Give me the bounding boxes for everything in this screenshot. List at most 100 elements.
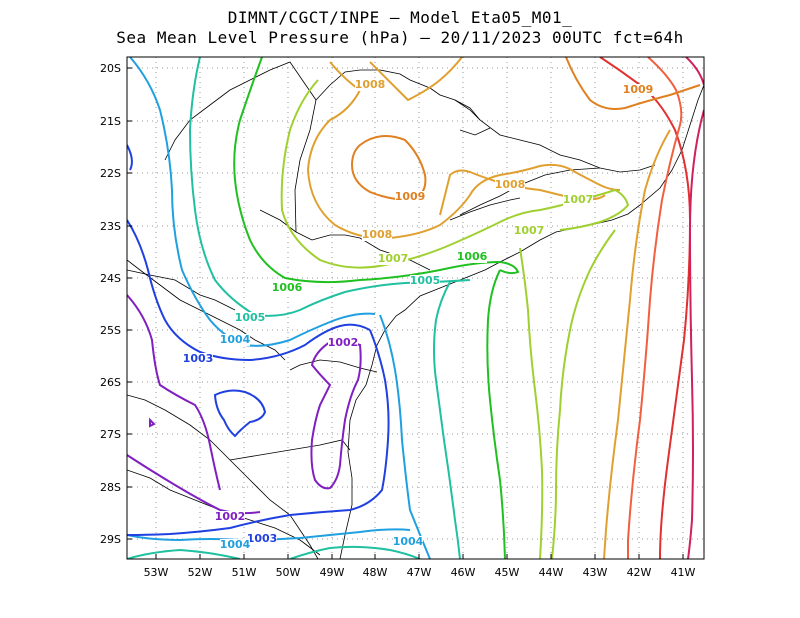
isobar-1008-north [369,57,463,102]
isobar-1009-ne [565,57,701,110]
border-argentina [127,394,319,559]
lat-tick-label: 22S [100,167,121,180]
lat-tick-label: 24S [100,272,121,285]
isobar-1002-b [310,340,362,490]
lon-tick-label: 48W [363,566,388,579]
contour-label-bg [220,539,250,551]
lat-tick-label: 21S [100,115,121,128]
contour-label: 1002 [215,510,246,523]
contour-label-bg [410,275,440,287]
contour-label-bg [215,511,245,523]
longitude-axis: 53W 52W 51W 50W 49W 48W 47W 46W 45W 44W 43W 42W 41W [144,554,696,579]
contour-label: 1008 [355,78,386,91]
contour-label: 1006 [272,281,303,294]
contour-label: 1004 [220,333,251,346]
contour-label-bg [378,253,408,265]
contour-label-bg [395,191,425,203]
islands-rj [454,99,491,136]
isobar-1003-west [127,144,133,171]
isobar-1009-east [599,57,692,559]
contour-label-bg [393,536,423,548]
isobar-1005-b [433,281,461,559]
latitude-axis: 20S 21S 22S 23S 24S 25S 26S 27S 28S 29S [100,62,132,546]
contour-label-bg [235,312,265,324]
coastline [339,84,704,559]
isobar-1007-b [551,229,616,559]
contour-label-bg [514,225,544,237]
lat-tick-label: 20S [100,62,121,75]
isobar-1008-east [603,129,671,559]
contour-label: 1005 [410,274,441,287]
lon-tick-label: 42W [627,566,652,579]
lon-tick-label: 46W [451,566,476,579]
contour-label-bg [457,251,487,263]
contour-label: 1009 [623,83,654,96]
lat-tick-label: 28S [100,481,121,494]
isobar-1006-a [233,57,520,284]
contour-label-bg [355,79,385,91]
contour-label: 1007 [563,193,594,206]
contour-label: 1006 [457,250,488,263]
lon-tick-label: 43W [583,566,608,579]
state-border-ms-sp [249,61,317,233]
border-ms-west [164,79,251,161]
contour-label-bg [563,194,593,206]
contour-label-bg [362,229,392,241]
lon-tick-label: 52W [188,566,213,579]
lon-tick-label: 53W [144,566,169,579]
contour-label-bg [220,334,250,346]
isobar-1008-center [306,61,621,240]
state-border-sp-rj [449,197,521,221]
isobar-1001-small [149,417,156,428]
lat-tick-label: 23S [100,220,121,233]
isobar-1010-east [685,57,704,559]
isobar-1004-b [379,314,431,559]
state-border-ms-pr [259,209,313,241]
lon-tick-label: 47W [407,566,432,579]
contour-label-bg [247,533,277,545]
lon-tick-label: 51W [232,566,257,579]
coastline-and-borders [127,61,704,559]
lat-tick-label: 26S [100,376,121,389]
pressure-contours [127,57,704,559]
contour-label-bg [328,337,358,349]
lon-tick-label: 41W [671,566,696,579]
map-title-line-2: Sea Mean Level Pressure (hPa) – 20/11/20… [116,28,684,47]
state-border-sc-rs [229,439,351,461]
contour-label: 1007 [514,224,545,237]
isobar-1002-a [127,294,221,491]
lat-tick-label: 27S [100,428,121,441]
contour-label: 1003 [247,532,278,545]
lon-tick-label: 50W [276,566,301,579]
contour-label: 1005 [235,311,266,324]
isobar-1003-b [127,329,390,536]
border-paraguay [127,259,286,361]
contour-label: 1003 [183,352,214,365]
contour-labels: 1008 1009 1009 1008 1008 1007 1007 1007 1006 1006… [183,78,654,551]
isobar-1005-south [289,545,421,559]
contour-label: 1009 [395,190,426,203]
contour-label-bg [623,84,653,96]
isobar-1007-c [519,247,544,559]
gridlines [127,57,704,559]
contour-label-bg [495,179,525,191]
state-border-pr-sc [289,359,378,373]
lat-tick-label: 29S [100,533,121,546]
river-parana [127,269,236,311]
contour-label: 1004 [220,538,251,551]
isobar-1004-a [129,57,376,347]
lon-tick-label: 44W [539,566,564,579]
isobar-1003-loop [213,389,267,438]
contour-label: 1007 [378,252,409,265]
contour-label: 1002 [328,336,359,349]
plot-frame [126,56,705,560]
isobar-1003-a [127,219,371,362]
isobar-1007-a [280,79,630,269]
isobar-1005-southwest [127,548,241,559]
contour-label: 1008 [362,228,393,241]
state-border-sp-mg [315,69,656,173]
contour-label: 1004 [393,535,424,548]
lon-tick-label: 45W [495,566,520,579]
contour-label-bg [183,353,213,365]
